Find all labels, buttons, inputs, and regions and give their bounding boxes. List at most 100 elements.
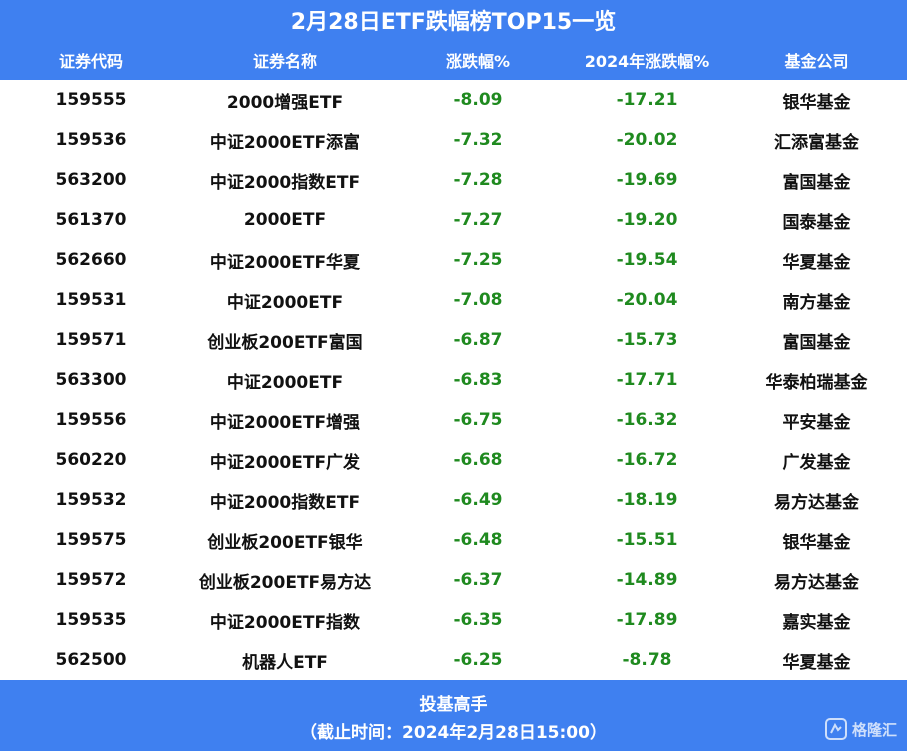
cell-security-name: 创业板200ETF银华 (207, 532, 363, 553)
table-body: 159555 2000增强ETF -8.09 -17.21 银华基金 159536 中证20… (0, 80, 907, 680)
cell-fund-company: 富国基金 (782, 332, 851, 353)
cell-daily-change: -6.68 (453, 450, 503, 470)
cell-fund-company: 易方达基金 (774, 492, 859, 513)
cell-daily-change: -6.48 (453, 530, 503, 550)
cell-security-name: 中证2000指数ETF (209, 492, 361, 513)
cell-security-name: 中证2000ETF华夏 (209, 252, 361, 273)
table-row: 159556 中证2000ETF增强 -6.75 -16.32 平安基金 (0, 400, 907, 440)
cell-fund-company: 华夏基金 (782, 252, 851, 273)
cell-daily-change: -6.37 (453, 570, 503, 590)
cell-fund-company: 易方达基金 (774, 572, 859, 593)
cell-fund-company: 银华基金 (782, 92, 851, 113)
table-row: 563300 中证2000ETF -6.83 -17.71 华泰柏瑞基金 (0, 360, 907, 400)
cell-security-code: 563200 (55, 170, 127, 190)
cell-ytd-change: -17.89 (616, 610, 678, 630)
cell-ytd-change: -18.19 (616, 490, 678, 510)
cell-fund-company: 汇添富基金 (774, 132, 859, 153)
cell-fund-company: 南方基金 (782, 292, 851, 313)
cell-daily-change: -8.09 (453, 90, 503, 110)
cell-security-code: 561370 (55, 210, 127, 230)
table-row: 159555 2000增强ETF -8.09 -17.21 银华基金 (0, 80, 907, 120)
cell-daily-change: -7.25 (453, 250, 503, 270)
table-row: 159572 创业板200ETF易方达 -6.37 -14.89 易方达基金 (0, 560, 907, 600)
cell-ytd-change: -15.51 (616, 530, 678, 550)
cell-security-code: 560220 (55, 450, 127, 470)
cell-ytd-change: -20.02 (616, 130, 678, 150)
cell-fund-company: 华夏基金 (782, 652, 851, 673)
cell-daily-change: -7.08 (453, 290, 503, 310)
column-header-fund-company: 基金公司 (784, 52, 849, 71)
cell-security-code: 562500 (55, 650, 127, 670)
cell-security-code: 159532 (55, 490, 127, 510)
table-row: 159536 中证2000ETF添富 -7.32 -20.02 汇添富基金 (0, 120, 907, 160)
cell-security-code: 562660 (55, 250, 127, 270)
cell-daily-change: -6.83 (453, 370, 503, 390)
table-row: 561370 2000ETF -7.27 -19.20 国泰基金 (0, 200, 907, 240)
table-title: 2月28日ETF跌幅榜TOP15一览 (0, 0, 907, 40)
column-header-row: 证券代码 证券名称 涨跌幅% 2024年涨跌幅% 基金公司 (0, 40, 907, 80)
cell-security-name: 中证2000指数ETF (209, 172, 361, 193)
cell-security-name: 中证2000ETF (226, 372, 344, 393)
cell-security-name: 中证2000ETF (226, 292, 344, 313)
cell-ytd-change: -16.32 (616, 410, 678, 430)
table-row: 562500 机器人ETF -6.25 -8.78 华夏基金 (0, 640, 907, 680)
watermark: 格隆汇 (824, 718, 897, 740)
gelonghui-logo-icon (824, 718, 847, 740)
cell-security-name: 2000ETF (243, 210, 327, 230)
cell-daily-change: -6.49 (453, 490, 503, 510)
table-row: 563200 中证2000指数ETF -7.28 -19.69 富国基金 (0, 160, 907, 200)
cell-security-code: 159555 (55, 90, 127, 110)
footer-label: 投基高手 (419, 695, 488, 715)
table-row: 562660 中证2000ETF华夏 -7.25 -19.54 华夏基金 (0, 240, 907, 280)
cell-ytd-change: -17.21 (616, 90, 678, 110)
cell-ytd-change: -19.20 (616, 210, 678, 230)
cell-ytd-change: -20.04 (616, 290, 678, 310)
cell-fund-company: 嘉实基金 (782, 612, 851, 633)
cell-ytd-change: -15.73 (616, 330, 678, 350)
cell-security-name: 创业板200ETF富国 (207, 332, 363, 353)
cell-fund-company: 平安基金 (782, 412, 851, 433)
cell-security-code: 159531 (55, 290, 127, 310)
cell-daily-change: -6.25 (453, 650, 503, 670)
table-row: 159535 中证2000ETF指数 -6.35 -17.89 嘉实基金 (0, 600, 907, 640)
cell-daily-change: -6.75 (453, 410, 503, 430)
cell-fund-company: 华泰柏瑞基金 (765, 372, 868, 393)
cell-ytd-change: -8.78 (622, 650, 672, 670)
column-header-change: 涨跌幅% (445, 52, 511, 71)
cell-fund-company: 国泰基金 (782, 212, 851, 233)
cell-fund-company: 广发基金 (782, 452, 851, 473)
cell-security-name: 创业板200ETF易方达 (198, 572, 372, 593)
footer-timestamp: （截止时间：2024年2月28日15:00） (300, 723, 607, 743)
cell-ytd-change: -17.71 (616, 370, 678, 390)
watermark-text: 格隆汇 (851, 720, 897, 739)
cell-security-code: 159535 (55, 610, 127, 630)
cell-ytd-change: -16.72 (616, 450, 678, 470)
cell-daily-change: -7.28 (453, 170, 503, 190)
cell-security-code: 159572 (55, 570, 127, 590)
table-row: 560220 中证2000ETF广发 -6.68 -16.72 广发基金 (0, 440, 907, 480)
cell-fund-company: 银华基金 (782, 532, 851, 553)
cell-security-code: 159575 (55, 530, 127, 550)
cell-daily-change: -7.32 (453, 130, 503, 150)
cell-fund-company: 富国基金 (782, 172, 851, 193)
cell-ytd-change: -14.89 (616, 570, 678, 590)
footer: 投基高手 （截止时间：2024年2月28日15:00） 格隆汇 (0, 680, 907, 751)
table-row: 159571 创业板200ETF富国 -6.87 -15.73 富国基金 (0, 320, 907, 360)
cell-daily-change: -7.27 (453, 210, 503, 230)
cell-security-name: 机器人ETF (242, 652, 328, 673)
cell-security-code: 159556 (55, 410, 127, 430)
cell-daily-change: -6.87 (453, 330, 503, 350)
cell-security-name: 中证2000ETF广发 (209, 452, 361, 473)
column-header-name: 证券名称 (252, 52, 317, 71)
table-row: 159532 中证2000指数ETF -6.49 -18.19 易方达基金 (0, 480, 907, 520)
cell-ytd-change: -19.69 (616, 170, 678, 190)
column-header-ytd-change: 2024年涨跌幅% (584, 52, 710, 71)
cell-security-code: 159571 (55, 330, 127, 350)
column-header-code: 证券代码 (58, 52, 123, 71)
cell-security-code: 159536 (55, 130, 127, 150)
cell-security-name: 中证2000ETF添富 (209, 132, 361, 153)
cell-daily-change: -6.35 (453, 610, 503, 630)
table-row: 159531 中证2000ETF -7.08 -20.04 南方基金 (0, 280, 907, 320)
cell-security-code: 563300 (55, 370, 127, 390)
